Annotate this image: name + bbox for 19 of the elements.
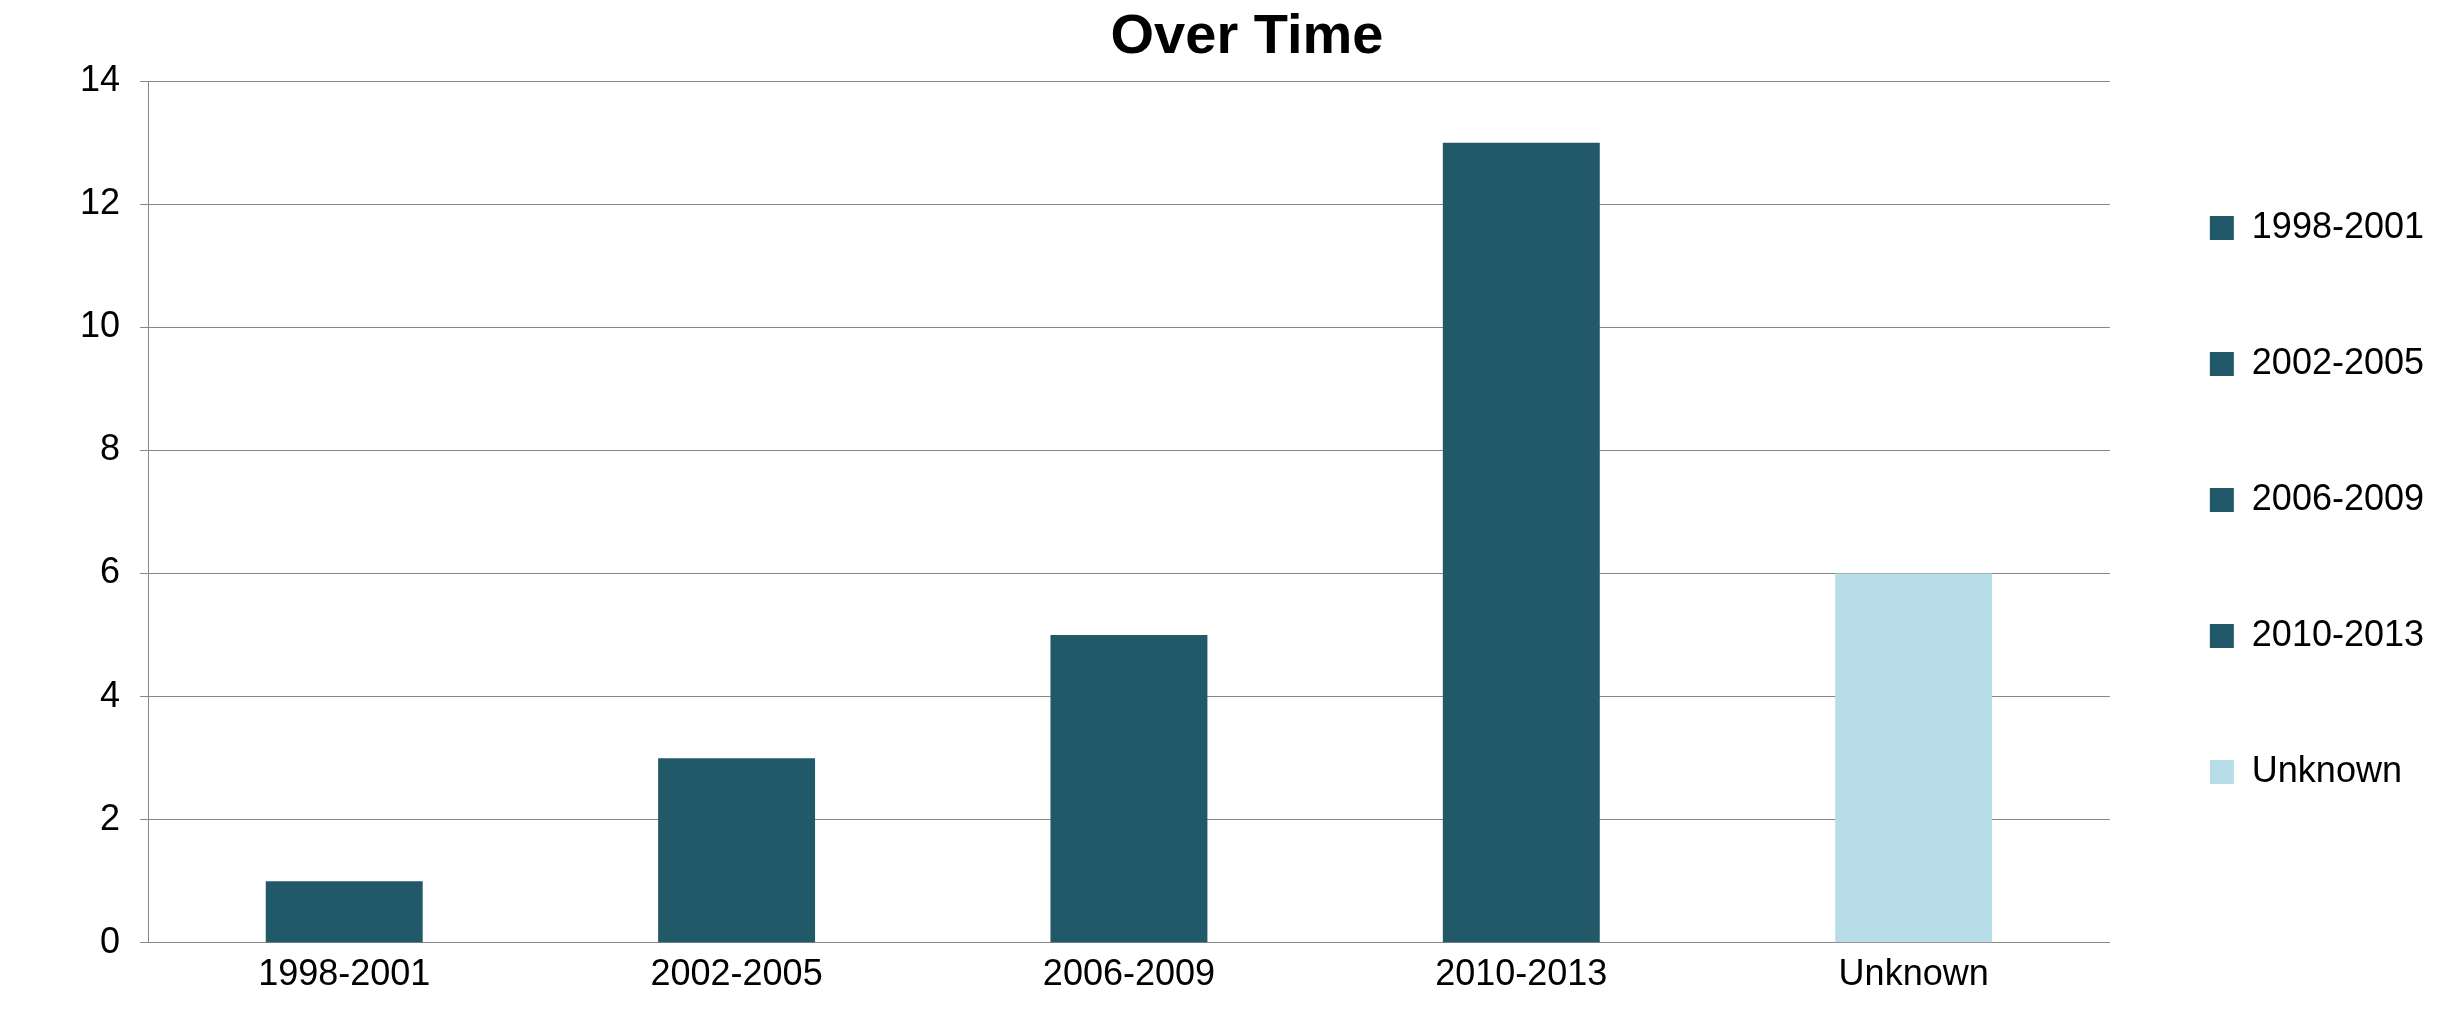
y-tick-label: 12 [80,181,121,223]
y-tick-label: 6 [100,550,121,592]
y-tick-label: 10 [80,304,121,346]
chart-title: Over Time [1110,2,1384,66]
x-tick-label: 2006-2009 [1042,952,1216,994]
y-tick-label: 4 [100,673,121,715]
legend-label: 1998-2001 [2251,204,2425,246]
x-tick-label: 2002-2005 [650,952,823,994]
x-tick-label: 1998-2001 [258,952,431,994]
legend-label: 2006-2009 [2251,476,2425,518]
y-tick-label: 2 [100,796,121,838]
legend-label: 2002-2005 [2251,340,2425,382]
legend-label: 2010-2013 [2251,612,2425,654]
y-tick-label: 14 [80,58,121,100]
x-tick-label: 2010-2013 [1435,952,1608,994]
x-tick-label: Unknown [1838,952,1989,994]
legend-label: Unknown [2251,748,2402,790]
y-tick-label: 0 [100,919,121,961]
y-tick-label: 8 [100,427,121,469]
